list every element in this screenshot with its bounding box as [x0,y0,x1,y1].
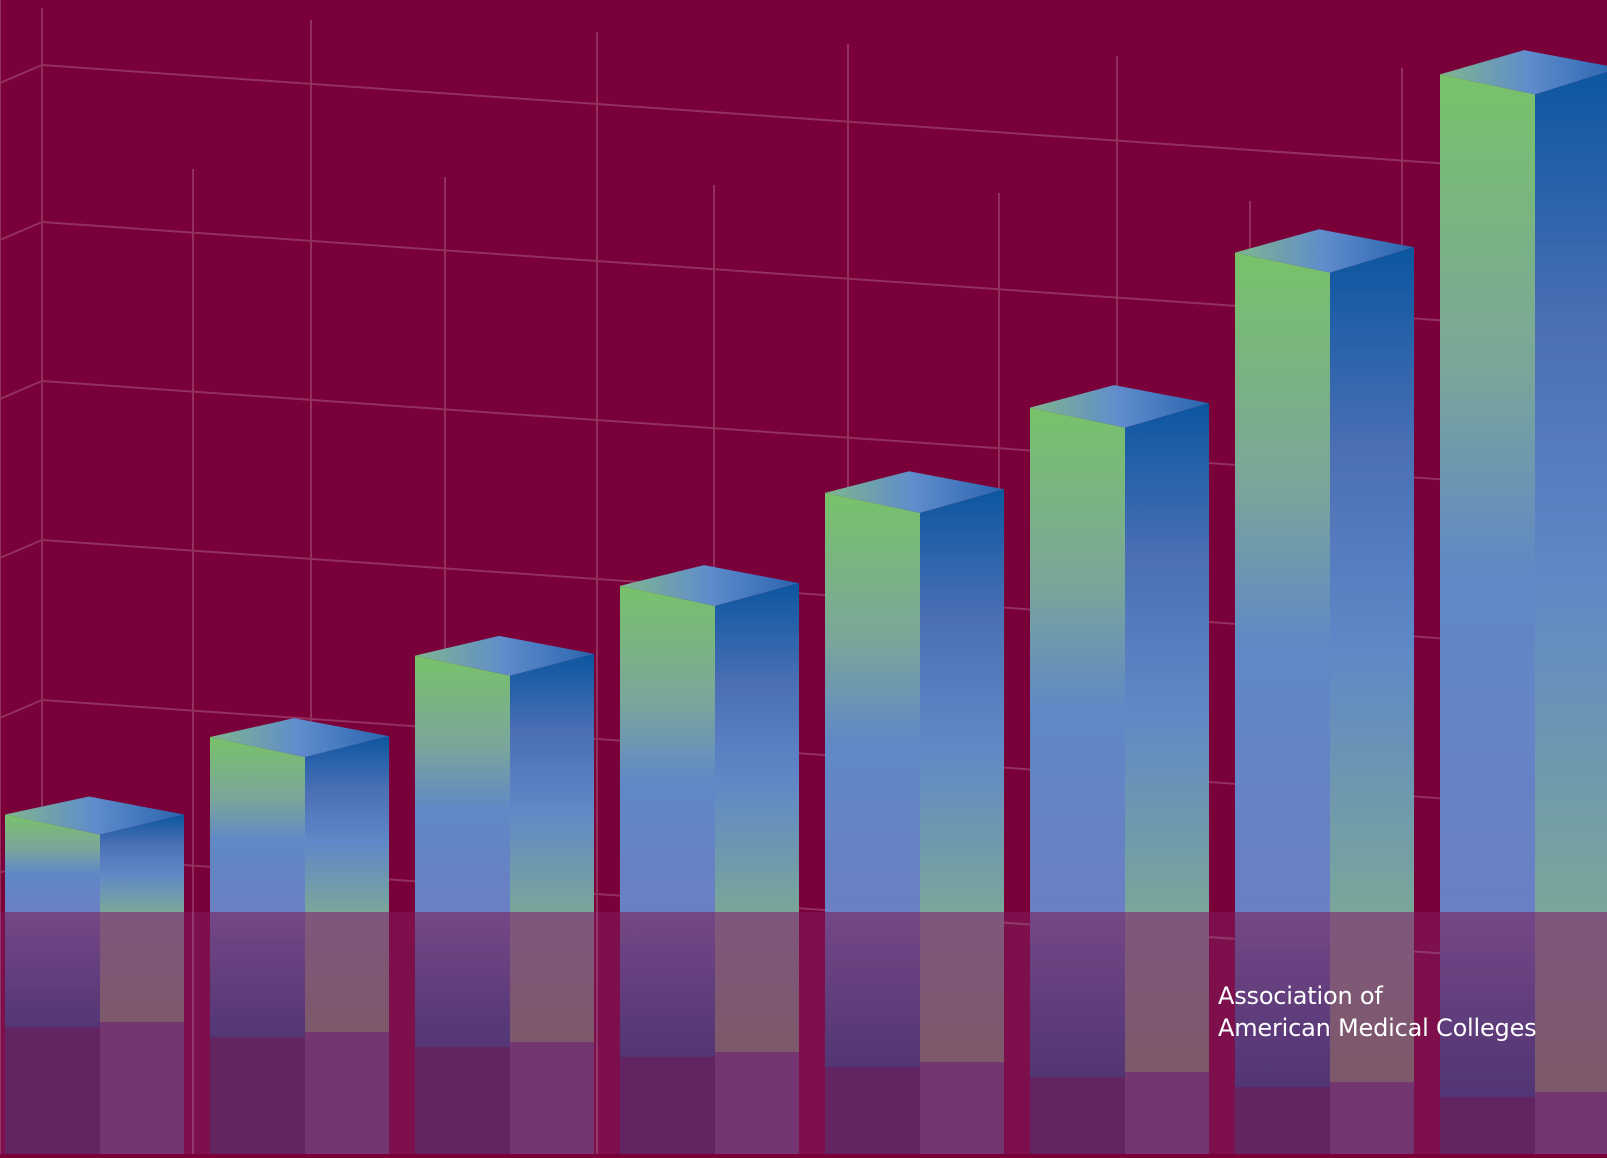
bar-floor-shadow [1125,1072,1209,1154]
bar-reflection-front [1440,912,1535,1127]
bar-front-face [1235,252,1330,912]
bar-floor-shadow [1030,1077,1125,1154]
floor-reflection [0,912,1607,1154]
bar-side-face [100,814,184,912]
grid-line-corner [0,699,43,719]
bar-front-face [825,492,920,912]
bar-reflection-front [1235,912,1330,1117]
bar-floor-shadow [825,1067,920,1154]
bar-reflection-front [210,912,305,1067]
bar-reflection [825,912,1004,1154]
bar [1235,229,1414,913]
organization-name: Association of American Medical Colleges [1218,980,1537,1044]
bar-reflection-front [825,912,920,1097]
bar-reflection-side [920,912,1004,1097]
bar-top-face [1235,229,1414,273]
bar-reflection [5,912,184,1154]
bar-floor-shadow [920,1062,1004,1154]
bar-reflection-side [1125,912,1209,1107]
bar-front-face [1440,74,1535,912]
bar-top-face [1440,50,1607,95]
grid-line-corner [0,221,43,241]
organization-name-line-1: Association of [1218,982,1383,1010]
bar-reflection-side [1330,912,1414,1117]
bar-floor-shadow [210,1037,305,1154]
bar-floor-shadow [1235,1087,1330,1154]
bar-side-face [715,583,799,912]
grid-line-horizontal [41,64,1607,176]
grid-line-corner [0,64,43,84]
bar-top-face [1030,385,1209,428]
bar [210,718,389,912]
bar-reflection [1440,912,1607,1154]
bar-floor-shadow [100,1022,184,1154]
floor-overlay [0,912,1607,1154]
grid-line-corner [0,539,43,559]
bar-top-face [825,471,1004,513]
bar-floor-shadow [1535,1092,1607,1154]
bar-floor-shadow [5,1027,100,1154]
bar-reflection [1030,912,1209,1154]
grid-line-corner [0,380,43,400]
bar [415,635,594,912]
bar-front-face [415,655,510,912]
bar-floor-shadow [305,1032,389,1154]
bar-front-face [5,814,100,912]
bar-reflection-side [510,912,594,1077]
bar-side-face [920,489,1004,912]
bar-side-face [1535,71,1607,912]
bar-side-face [1330,247,1414,913]
bar [1440,50,1607,912]
bar-reflection [415,912,594,1154]
bar [1030,385,1209,912]
bar-reflection [210,912,389,1154]
bars [5,50,1607,913]
bar-front-face [1030,407,1125,912]
bar-floor-shadow [510,1042,594,1154]
bar-reflection-front [1030,912,1125,1107]
bar-reflection-front [415,912,510,1077]
bar-side-face [510,653,594,912]
bar-side-face [305,736,389,912]
bar-reflection-front [620,912,715,1087]
bar-front-face [620,585,715,912]
bar-floor-shadow [1330,1082,1414,1154]
bar-side-face [1125,403,1209,912]
bar-reflection-side [715,912,799,1087]
bar-top-face [415,635,594,676]
bar-floor-shadow [715,1052,799,1154]
bar-reflection-front [5,912,100,1057]
bar-top-face [210,718,389,757]
bar-reflection-side [1535,912,1607,1127]
bar-floor-shadow [1440,1097,1535,1154]
bar [5,796,184,912]
bar-reflection [620,912,799,1154]
bar-reflection-side [305,912,389,1067]
bar-top-face [620,565,799,606]
bar-reflection [1235,912,1414,1154]
bar-reflection-side [100,912,184,1057]
bar [825,471,1004,912]
bar-floor-shadow [620,1057,715,1154]
bar-front-face [210,737,305,912]
bar-top-face [5,796,184,835]
bar-floor-shadow [415,1047,510,1154]
organization-name-line-2: American Medical Colleges [1218,1014,1537,1042]
bar [620,565,799,912]
